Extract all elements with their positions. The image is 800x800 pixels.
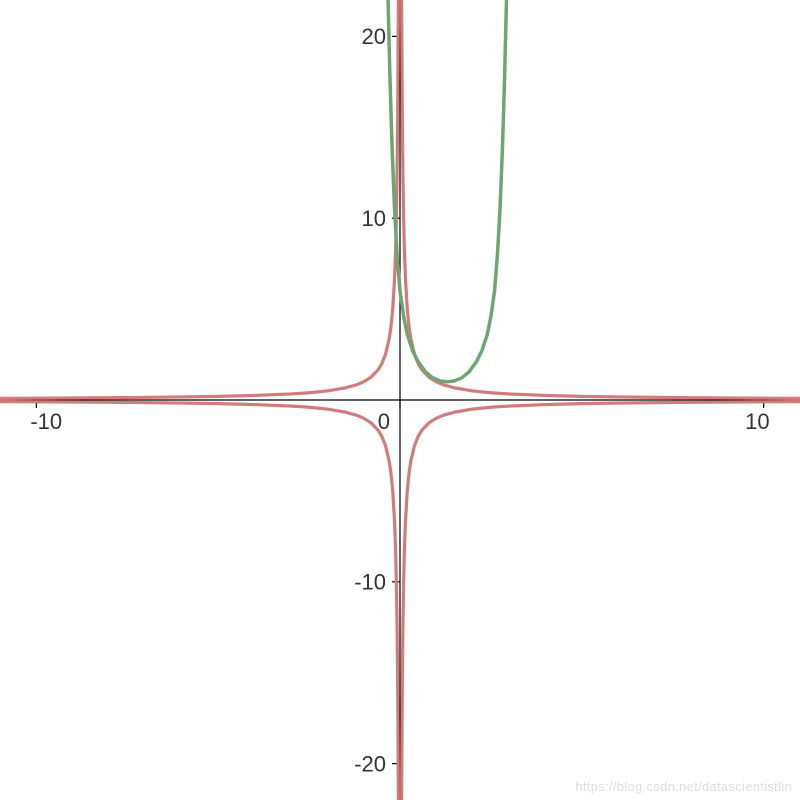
- x-tick-label: -10: [30, 409, 62, 434]
- function-plot: -10010-20-101020: [0, 0, 800, 800]
- watermark-text: https://blog.csdn.net/datascientistlin: [575, 779, 792, 794]
- chart-container: -10010-20-101020: [0, 0, 800, 800]
- y-tick-label: 10: [362, 206, 386, 231]
- x-tick-label: 10: [745, 409, 769, 434]
- y-tick-label: -10: [354, 570, 386, 595]
- y-tick-label: 20: [362, 24, 386, 49]
- y-tick-label: -20: [354, 751, 386, 776]
